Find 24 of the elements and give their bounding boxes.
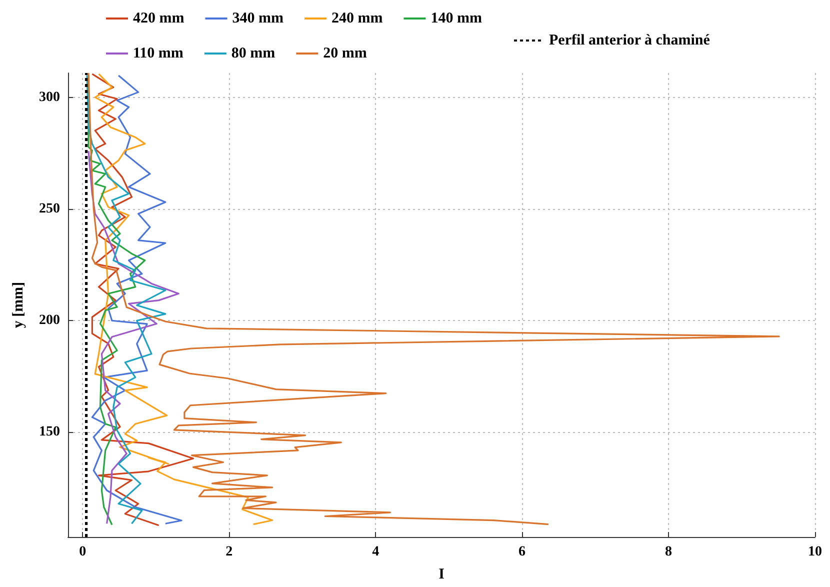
legend-label: Perfil anterior à chaminé	[549, 32, 710, 48]
line-series	[88, 150, 180, 524]
x-tick-label: 0	[79, 544, 86, 560]
legend-label: 140 mm	[430, 10, 482, 26]
x-axis-title: I	[438, 566, 445, 582]
legend-label: 240 mm	[331, 10, 384, 26]
x-tick-label: 8	[665, 544, 672, 560]
legend-label: 340 mm	[232, 10, 284, 26]
legend-label: 420 mm	[133, 10, 185, 26]
line-series	[94, 73, 274, 526]
line-series	[86, 74, 166, 524]
y-tick-label: 300	[39, 90, 60, 106]
legend-label: 110 mm	[133, 46, 184, 62]
y-axis-title: y [mm]	[10, 282, 26, 328]
y-tick-label: 250	[39, 202, 60, 217]
y-tick-label: 200	[39, 313, 60, 328]
legend-label: 80 mm	[231, 46, 276, 62]
x-tick-label: 10	[808, 544, 822, 560]
x-tick-label: 4	[372, 544, 380, 560]
x-tick-label: 2	[226, 544, 233, 560]
x-tick-label: 6	[518, 544, 526, 560]
legend-label: 20 mm	[323, 46, 368, 62]
y-tick-label: 150	[39, 424, 60, 440]
line-series	[88, 72, 780, 526]
